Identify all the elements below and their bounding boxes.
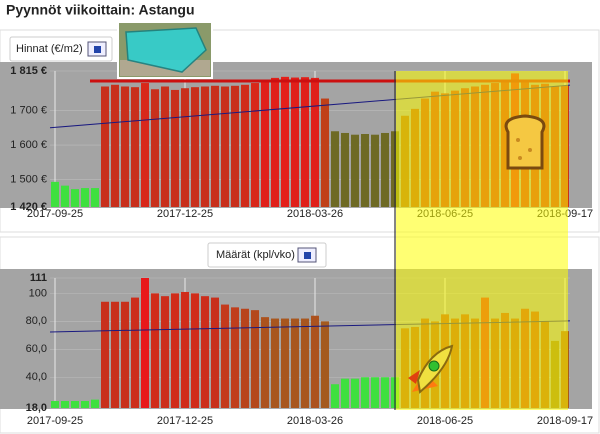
bar [351,134,359,207]
bar [191,87,199,207]
bread-icon [504,114,546,170]
x-tick-label: 2018-03-26 [287,415,343,427]
bar [321,321,329,408]
bar [231,85,239,207]
bar [381,132,389,207]
bar [101,301,109,408]
bar [351,378,359,408]
bar [281,76,289,207]
bar [201,296,209,408]
bar [241,84,249,207]
y-tick-label: 1 600 € [10,139,47,151]
tab-label: Määrät (kpl/vko) [216,249,295,261]
bar [271,318,279,408]
y-tick-label: 111 [30,272,47,284]
bar [181,88,189,207]
bar [301,318,309,408]
x-tick-label: 2017-12-25 [157,208,213,220]
x-tick-label: 2017-09-25 [27,415,83,427]
bar [51,401,59,408]
bar [61,401,69,408]
bar [371,134,379,207]
bar [261,79,269,207]
bar [211,297,219,408]
tab[interactable]: Hinnat (€/m2) [9,36,113,62]
bar [131,87,139,207]
bar [291,318,299,408]
bar [381,377,389,408]
x-tick-label: 2018-03-26 [287,208,343,220]
y-tick-label: 18,0 [26,402,47,414]
bar [371,377,379,408]
rocket-icon [408,344,454,394]
bar [141,83,149,207]
bar [311,315,319,408]
bar [311,77,319,207]
bar [251,310,259,408]
bar [161,86,169,207]
bar [61,185,69,207]
bar [91,399,99,408]
bar [111,84,119,207]
bar [151,293,159,408]
map-thumbnail [117,21,213,79]
bar [211,85,219,207]
bar [111,301,119,408]
x-tick-label: 2018-06-25 [417,415,473,427]
tab-label: Hinnat (€/m2) [16,43,83,55]
bar [231,307,239,408]
bar [171,89,179,207]
bar [81,188,89,207]
bar [321,98,329,207]
page-title: Pyynnöt viikoittain: Astangu [6,2,195,18]
bar [221,304,229,408]
bar [161,296,169,408]
bar [121,86,129,207]
y-tick-label: 1 500 € [10,173,47,185]
bar [71,189,79,207]
highlight-edge [394,71,396,410]
y-tick-label: 100 [29,287,47,299]
bar [281,318,289,408]
bar [101,86,109,207]
x-tick-label: 2018-09-17 [537,415,593,427]
bar [201,86,209,207]
bar [361,134,369,207]
bar [171,293,179,408]
bar [91,188,99,207]
y-tick-label: 1 420 € [10,201,47,213]
bar [191,293,199,408]
x-tick-label: 2017-09-25 [27,208,83,220]
bar [151,89,159,207]
bar [301,77,309,207]
y-tick-label: 1 700 € [10,105,47,117]
bar [251,83,259,207]
bar [71,401,79,408]
bar [291,77,299,207]
bar [341,132,349,207]
y-tick-label: 80,0 [26,315,47,327]
x-tick-label: 2017-12-25 [157,415,213,427]
y-tick-label: 40,0 [26,371,47,383]
bar [331,131,339,207]
tab[interactable]: Määrät (kpl/vko) [207,242,327,268]
bar [221,86,229,207]
y-tick-label: 1 815 € [10,65,47,77]
bar [81,401,89,408]
bar [331,384,339,408]
bar [241,308,249,408]
bar [271,77,279,207]
bar [121,301,129,408]
bar [181,291,189,408]
y-tick-label: 60,0 [26,343,47,355]
bar [341,378,349,408]
bar [51,181,59,207]
bar [361,377,369,408]
bar [141,278,149,408]
bar [261,317,269,408]
bar [131,297,139,408]
